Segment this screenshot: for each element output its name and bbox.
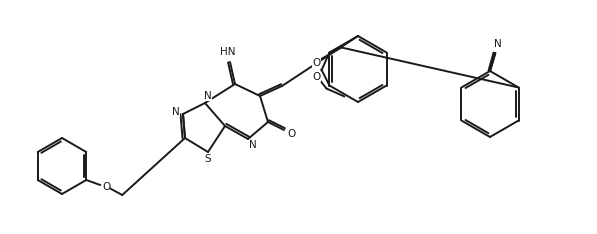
- Text: O: O: [287, 129, 295, 139]
- Text: N: N: [204, 91, 212, 101]
- Text: O: O: [312, 58, 321, 67]
- Text: HN: HN: [220, 47, 236, 57]
- Text: O: O: [312, 72, 321, 81]
- Text: N: N: [172, 107, 180, 117]
- Text: O: O: [102, 182, 110, 192]
- Text: N: N: [494, 39, 502, 49]
- Text: S: S: [205, 154, 211, 164]
- Text: N: N: [249, 140, 257, 150]
